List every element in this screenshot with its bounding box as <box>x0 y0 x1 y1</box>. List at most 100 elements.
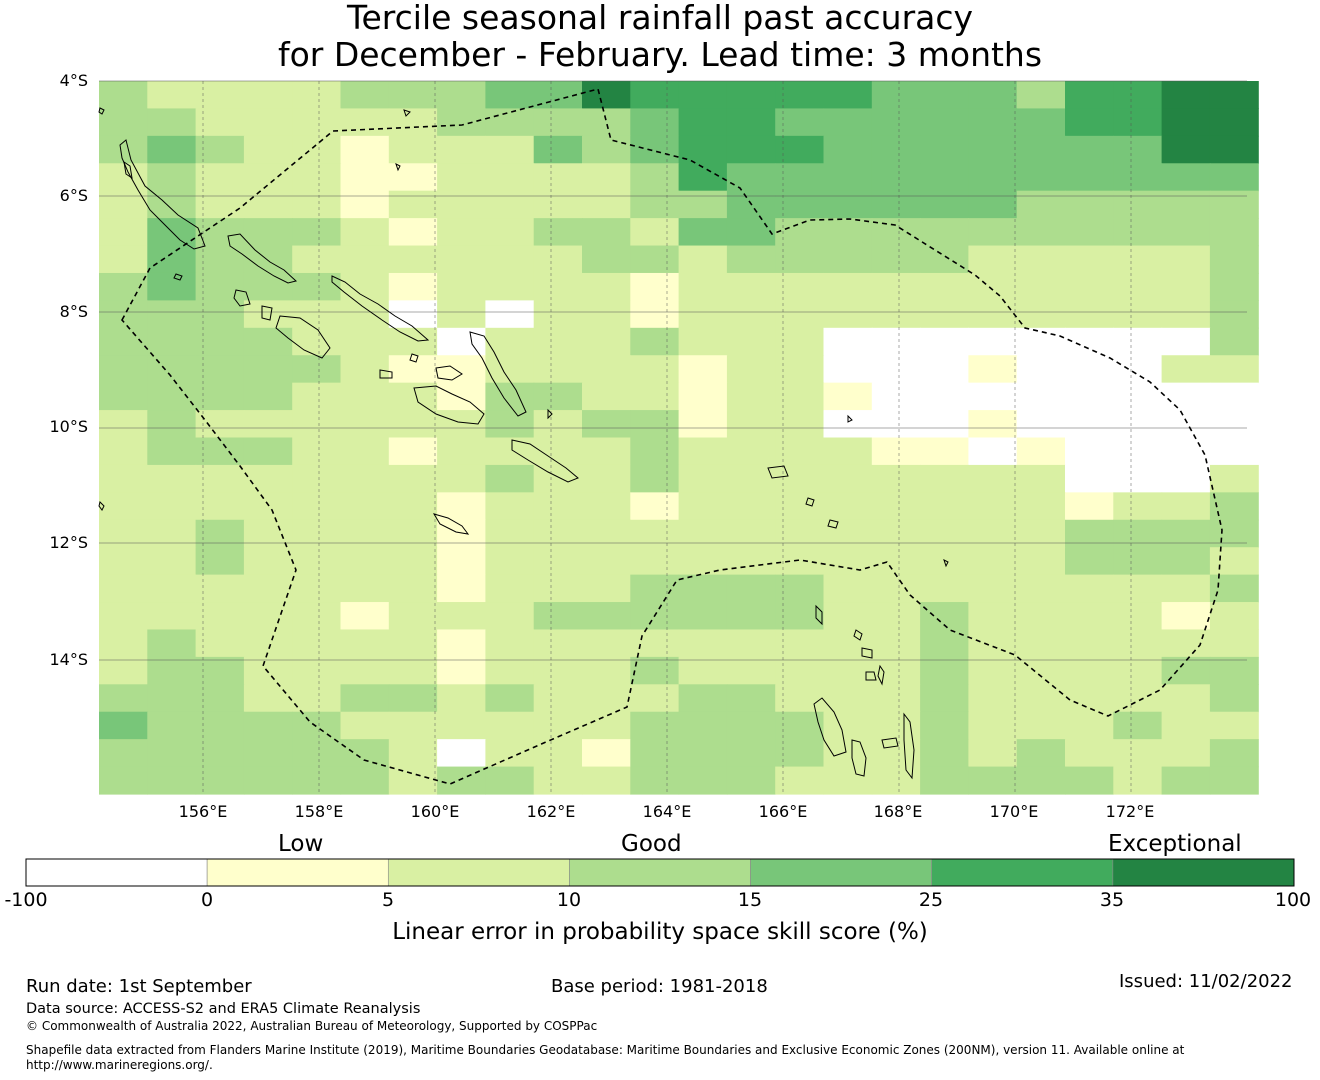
grid-cell <box>678 519 728 548</box>
grid-cell <box>726 547 776 576</box>
grid-cell <box>437 464 486 493</box>
grid-cell <box>147 739 197 768</box>
grid-cell <box>582 163 631 192</box>
grid-cell <box>871 300 921 329</box>
grid-cell <box>1161 574 1211 603</box>
grid-cell <box>340 108 390 137</box>
grid-cell <box>1016 382 1066 411</box>
grid-cell <box>871 437 921 466</box>
grid-cell <box>823 218 873 247</box>
grid-cell <box>823 629 873 658</box>
grid-cell <box>1113 108 1163 137</box>
grid-cell <box>630 190 680 219</box>
grid-cell <box>678 382 728 411</box>
grid-cell <box>920 739 969 768</box>
grid-cell <box>1065 327 1114 356</box>
grid-cell <box>968 382 1018 411</box>
grid-cell <box>340 355 390 384</box>
grid-cell <box>243 190 293 219</box>
grid-cell <box>775 492 825 521</box>
grid-cell <box>533 327 583 356</box>
grid-cell <box>1209 245 1259 274</box>
colorbar-segment <box>1112 858 1295 887</box>
grid-cell <box>871 108 921 137</box>
island-gaua <box>861 647 873 659</box>
grid-cell <box>99 739 148 768</box>
grid-cell <box>243 547 293 576</box>
grid-cell <box>1209 711 1259 740</box>
grid-cell <box>388 410 438 439</box>
island-nissan <box>98 107 105 115</box>
grid-cell <box>678 629 728 658</box>
grid-cell <box>630 135 680 164</box>
grid-cell <box>1113 629 1163 658</box>
grid-cell <box>1016 437 1066 466</box>
grid-cell <box>485 190 535 219</box>
grid-cell <box>99 656 148 685</box>
grid-cell <box>437 245 486 274</box>
grid-cell <box>1209 629 1259 658</box>
grid-cell <box>437 327 486 356</box>
grid-cell <box>1065 382 1114 411</box>
grid-cell <box>388 656 438 685</box>
grid-cell <box>243 629 293 658</box>
grid-cell <box>485 437 535 466</box>
grid-cell <box>1209 519 1259 548</box>
grid-cell <box>533 684 583 713</box>
grid-cell <box>630 410 680 439</box>
grid-cell <box>678 464 728 493</box>
grid-cell <box>1209 766 1259 795</box>
grid-cell <box>485 382 535 411</box>
grid-cell <box>243 739 293 768</box>
grid-cell <box>195 684 245 713</box>
island-nggela <box>435 365 463 381</box>
base-period: Base period: 1981-2018 <box>551 976 768 997</box>
grid-cell <box>726 410 776 439</box>
grid-cell <box>340 602 390 631</box>
grid-cell <box>1065 519 1114 548</box>
grid-cell <box>871 464 921 493</box>
grid-cell <box>340 574 390 603</box>
grid-cell <box>775 547 825 576</box>
grid-cell <box>630 739 680 768</box>
grid-cell <box>726 437 776 466</box>
grid-cell <box>485 602 535 631</box>
grid-cell <box>1161 684 1211 713</box>
grid-cell <box>968 739 1018 768</box>
grid-cell <box>582 629 631 658</box>
grid-cell <box>1016 574 1066 603</box>
grid-cell <box>147 602 197 631</box>
grid-cell <box>533 492 583 521</box>
grid-cell <box>340 190 390 219</box>
grid-cell <box>726 218 776 247</box>
grid-cell <box>1161 492 1211 521</box>
grid-cell <box>726 492 776 521</box>
grid-cell <box>533 766 583 795</box>
grid-cell <box>823 410 873 439</box>
grid-cell <box>147 519 197 548</box>
grid-cell <box>99 327 148 356</box>
grid-cell <box>1113 382 1163 411</box>
grid-cell <box>726 300 776 329</box>
grid-cell <box>1209 382 1259 411</box>
grid-cell <box>485 711 535 740</box>
island-pentecost <box>903 712 915 780</box>
grid-cell <box>1161 410 1211 439</box>
grid-cell <box>99 711 148 740</box>
grid-cell <box>968 218 1018 247</box>
grid-cell <box>582 81 631 110</box>
grid-cell <box>388 739 438 768</box>
grid-cell <box>920 574 969 603</box>
grid-cell <box>533 574 583 603</box>
grid-cell <box>1209 218 1259 247</box>
grid-cell <box>340 656 390 685</box>
grid-cell <box>630 81 680 110</box>
grid-cell <box>920 492 969 521</box>
grid-cell <box>1065 272 1114 301</box>
grid-cell <box>678 766 728 795</box>
grid-cell <box>823 300 873 329</box>
island-nendo <box>767 465 789 479</box>
grid-cell <box>968 163 1018 192</box>
grid-cell <box>388 464 438 493</box>
grid-cell <box>99 766 148 795</box>
